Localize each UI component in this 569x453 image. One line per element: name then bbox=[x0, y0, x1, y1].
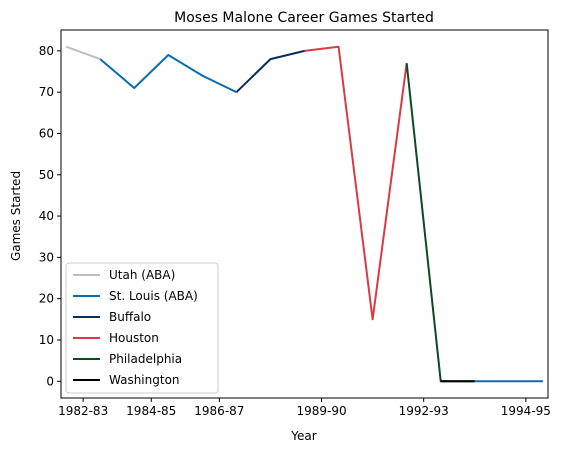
y-tick-label: 70 bbox=[39, 85, 54, 99]
x-tick-label: 1986-87 bbox=[194, 404, 244, 418]
x-tick-label: 1982-83 bbox=[58, 404, 108, 418]
plot-area: 0 10 20 30 40 50 60 70 80 1982-83 1984-85 1986-87 19… bbox=[39, 29, 551, 418]
y-tick-label: 0 bbox=[46, 374, 54, 388]
series-line-buffalo-2 bbox=[235, 49, 305, 93]
series-line-utah-aba-0 bbox=[65, 45, 101, 61]
y-tick-label: 30 bbox=[39, 250, 54, 264]
y-tick-label: 50 bbox=[39, 168, 54, 182]
legend-label: Washington bbox=[109, 373, 180, 387]
legend-label: Philadelphia bbox=[109, 352, 182, 366]
series-line-st-louis-aba-1 bbox=[99, 53, 237, 94]
y-tick-label: 10 bbox=[39, 333, 54, 347]
y-tick-label: 40 bbox=[39, 209, 54, 223]
legend-label: Buffalo bbox=[109, 310, 151, 324]
y-tick-label: 60 bbox=[39, 126, 54, 140]
x-tick-label: 1984-85 bbox=[126, 404, 176, 418]
chart-title: Moses Malone Career Games Started bbox=[174, 10, 434, 26]
x-tick-label: 1994-95 bbox=[501, 404, 551, 418]
series-line-houston-3 bbox=[304, 45, 408, 321]
x-tick-label: 1992-93 bbox=[399, 404, 449, 418]
x-tick-label: 1989-90 bbox=[296, 404, 346, 418]
legend-box bbox=[65, 262, 219, 394]
legend-label: St. Louis (ABA) bbox=[109, 289, 198, 303]
y-tick-label: 20 bbox=[39, 292, 54, 306]
x-axis-label: Year bbox=[290, 429, 316, 443]
y-tick-label: 80 bbox=[39, 44, 54, 58]
legend-label: Houston bbox=[109, 331, 159, 345]
plot-frame bbox=[60, 29, 549, 399]
y-axis-label: Games Started bbox=[9, 171, 23, 261]
legend-label: Utah (ABA) bbox=[109, 268, 175, 282]
series-line-philadelphia-4 bbox=[405, 63, 475, 383]
